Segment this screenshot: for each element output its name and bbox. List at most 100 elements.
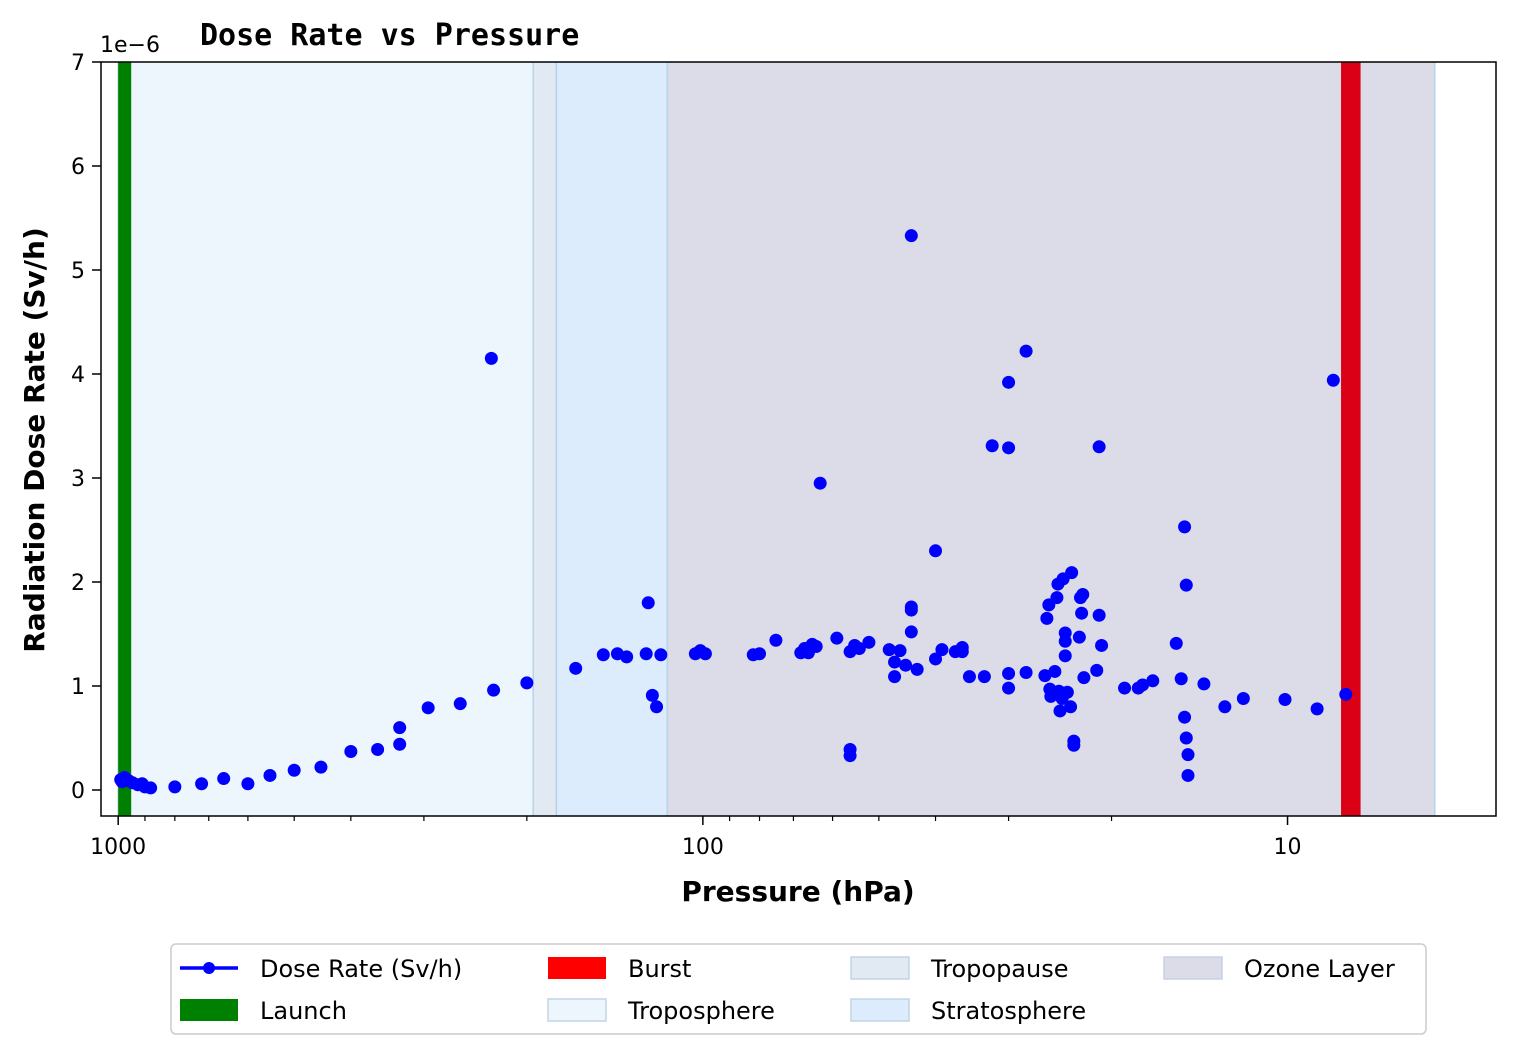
y-axis-label: Radiation Dose Rate (Sv/h) bbox=[18, 227, 51, 653]
legend-swatch-troposphere bbox=[547, 998, 607, 1022]
data-point bbox=[1178, 710, 1192, 724]
data-point bbox=[985, 439, 999, 453]
data-point bbox=[287, 763, 301, 777]
data-point bbox=[1174, 672, 1188, 686]
data-point bbox=[1118, 681, 1132, 695]
event-markers bbox=[118, 62, 1361, 816]
marker-burst bbox=[1341, 62, 1361, 816]
y-offset-label: 1e−6 bbox=[100, 33, 160, 58]
data-point bbox=[520, 676, 534, 690]
x-axis-ticks: 1000 100 10 bbox=[90, 816, 1302, 860]
data-point bbox=[955, 645, 969, 659]
y-tick-label: 1 bbox=[71, 675, 85, 700]
data-point bbox=[650, 700, 664, 714]
data-point bbox=[596, 648, 610, 662]
legend-swatch-burst bbox=[548, 957, 606, 979]
legend-label-burst: Burst bbox=[628, 955, 691, 983]
legend-label-launch: Launch bbox=[260, 997, 347, 1025]
x-tick-label: 10 bbox=[1274, 835, 1302, 860]
data-point bbox=[1095, 638, 1109, 652]
data-point bbox=[1092, 608, 1106, 622]
legend-swatch-launch bbox=[180, 999, 238, 1021]
data-point bbox=[929, 652, 943, 666]
data-point bbox=[904, 625, 918, 639]
data-point bbox=[1146, 674, 1160, 688]
data-point bbox=[1064, 700, 1078, 714]
data-point bbox=[698, 647, 712, 661]
legend-marker-dose-rate-sv-h bbox=[203, 962, 215, 974]
data-point bbox=[904, 229, 918, 243]
data-point bbox=[1181, 768, 1195, 782]
data-point bbox=[809, 639, 823, 653]
data-point bbox=[1326, 373, 1340, 387]
data-point bbox=[1065, 566, 1079, 580]
data-point bbox=[371, 742, 385, 756]
legend-swatch-tropopause bbox=[850, 956, 910, 980]
data-point bbox=[904, 603, 918, 617]
data-point bbox=[1019, 665, 1033, 679]
data-point bbox=[1090, 663, 1104, 677]
data-point bbox=[769, 633, 783, 647]
data-point bbox=[421, 701, 435, 715]
y-tick-label: 0 bbox=[71, 779, 85, 804]
data-point bbox=[882, 643, 896, 657]
y-tick-label: 5 bbox=[71, 259, 85, 284]
data-point bbox=[1060, 685, 1074, 699]
data-point bbox=[1076, 587, 1090, 601]
region-stratosphere bbox=[556, 62, 668, 816]
x-axis-label: Pressure (hPa) bbox=[681, 875, 914, 908]
data-point bbox=[654, 648, 668, 662]
y-tick-label: 7 bbox=[71, 51, 85, 76]
data-point bbox=[1002, 441, 1016, 455]
data-point bbox=[645, 688, 659, 702]
data-point bbox=[487, 683, 501, 697]
data-point bbox=[1218, 700, 1232, 714]
data-point bbox=[813, 476, 827, 490]
data-point bbox=[1038, 669, 1052, 683]
data-point bbox=[620, 650, 634, 664]
y-tick-label: 4 bbox=[71, 363, 85, 388]
x-tick-label: 1000 bbox=[90, 835, 146, 860]
data-point bbox=[314, 760, 328, 774]
data-point bbox=[830, 631, 844, 645]
data-point bbox=[1048, 664, 1062, 678]
legend-label-stratosphere: Stratosphere bbox=[931, 997, 1086, 1025]
data-point bbox=[899, 658, 913, 672]
data-point bbox=[195, 777, 209, 791]
data-point bbox=[1075, 606, 1089, 620]
y-tick-label: 2 bbox=[71, 571, 85, 596]
data-point bbox=[1197, 677, 1211, 691]
data-point bbox=[852, 642, 866, 656]
chart-title: Dose Rate vs Pressure bbox=[200, 18, 579, 53]
data-point bbox=[393, 737, 407, 751]
data-point bbox=[1019, 344, 1033, 358]
data-point bbox=[569, 661, 583, 675]
data-point bbox=[1077, 671, 1091, 685]
marker-launch bbox=[118, 62, 132, 816]
legend-frame bbox=[170, 943, 1427, 1035]
data-point bbox=[753, 647, 767, 661]
data-point bbox=[453, 697, 467, 711]
data-point bbox=[1179, 578, 1193, 592]
data-point bbox=[929, 544, 943, 558]
data-point bbox=[1181, 748, 1195, 762]
data-point bbox=[935, 643, 949, 657]
data-point bbox=[484, 351, 498, 365]
data-point bbox=[1278, 693, 1292, 707]
legend: Dose Rate (Sv/h) Launch Burst Troposphere Tr… bbox=[170, 943, 1427, 1035]
data-point bbox=[217, 772, 231, 786]
data-point bbox=[910, 662, 924, 676]
data-point bbox=[1092, 440, 1106, 454]
x-tick-label: 100 bbox=[682, 835, 724, 860]
data-point bbox=[962, 670, 976, 684]
data-point bbox=[1072, 630, 1086, 644]
region-tropopause bbox=[533, 62, 557, 816]
data-point bbox=[393, 721, 407, 735]
legend-swatch-stratosphere bbox=[850, 998, 910, 1022]
data-point bbox=[1339, 687, 1353, 701]
data-point bbox=[1058, 649, 1072, 663]
data-point bbox=[1136, 678, 1150, 692]
data-point bbox=[1169, 636, 1183, 650]
y-axis-ticks: 0 1 2 3 4 5 6 7 bbox=[71, 51, 101, 804]
